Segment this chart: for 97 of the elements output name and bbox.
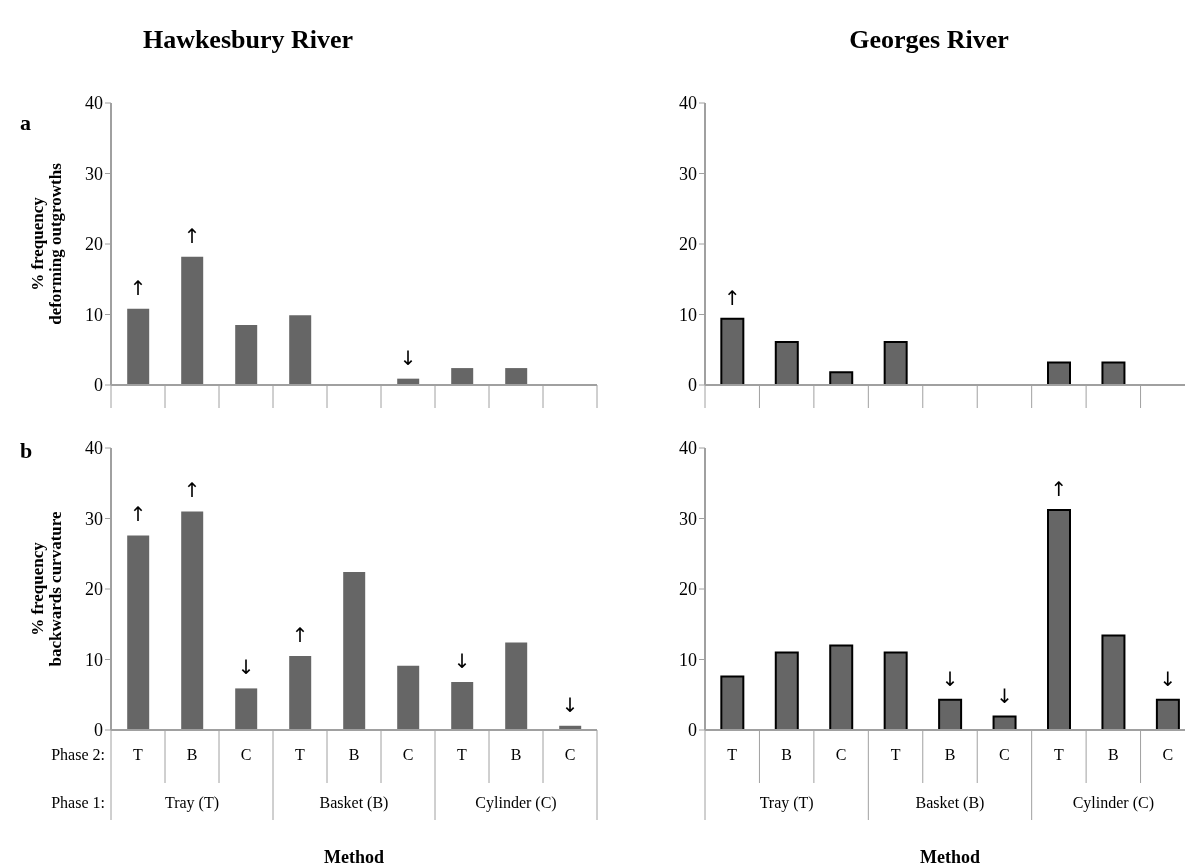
- data-label: ↓: [1159, 666, 1177, 691]
- y-tick-label: 30: [679, 163, 697, 184]
- data-label: ↑: [183, 478, 201, 503]
- x-axis-title: Method: [324, 847, 384, 863]
- bar: [829, 644, 854, 730]
- data-label: ↑: [129, 275, 147, 300]
- y-tick-label: 0: [688, 375, 697, 396]
- text: Phase 1:: [51, 794, 105, 811]
- x-tick-label: B: [1108, 746, 1119, 763]
- data-label: ↓: [399, 345, 417, 370]
- bar: [774, 651, 799, 730]
- y-tick-label: 20: [679, 579, 697, 600]
- x-tick-label: T: [727, 746, 738, 763]
- y-tick-label: 40: [679, 93, 697, 114]
- data-label: ↓: [561, 692, 579, 717]
- data-label: ↑: [723, 285, 741, 310]
- text: a: [20, 110, 31, 135]
- y-tick-label: 30: [679, 508, 697, 529]
- bar: [1155, 698, 1180, 730]
- bar: [1101, 634, 1126, 730]
- text: Tray (T): [164, 794, 220, 812]
- bar: [1047, 361, 1071, 385]
- y-tick-label: 20: [85, 234, 103, 255]
- x-tick-label: B: [186, 746, 198, 763]
- y-tick-label: 40: [679, 438, 697, 459]
- bar: [1047, 509, 1071, 730]
- y-tick-label: 20: [679, 234, 697, 255]
- bar: [235, 325, 258, 385]
- data-label: ↑: [129, 502, 147, 527]
- bar: [181, 256, 204, 385]
- data-label: ↓: [237, 655, 255, 680]
- bar: [883, 341, 908, 385]
- y-tick-label: 10: [679, 649, 697, 670]
- y-tick-label: 30: [85, 508, 103, 529]
- data-label: ↑: [183, 223, 201, 248]
- bar: [505, 642, 528, 730]
- bar: [774, 341, 799, 385]
- text: Basket (B): [319, 794, 389, 812]
- bar: [451, 368, 474, 385]
- y-axis-title: % frequency backwards curvature: [28, 511, 65, 667]
- text: b: [20, 438, 33, 463]
- x-axis-title: Method: [920, 847, 980, 863]
- bar: [451, 682, 474, 730]
- bar: [235, 688, 258, 730]
- y-tick-label: 10: [85, 304, 103, 325]
- bar: [127, 535, 150, 730]
- bar: [397, 665, 420, 730]
- text: Basket (B): [915, 794, 985, 812]
- y-tick-label: 0: [688, 720, 697, 741]
- x-tick-label: C: [240, 746, 252, 763]
- y-tick-label: 30: [85, 163, 103, 184]
- bar: [720, 317, 745, 385]
- text: Phase 2:: [51, 746, 105, 763]
- y-tick-label: 40: [85, 438, 103, 459]
- x-tick-label: B: [510, 746, 522, 763]
- x-tick-label: B: [944, 746, 956, 763]
- bar: [883, 651, 908, 730]
- bar: [505, 368, 528, 385]
- bar: [829, 371, 854, 385]
- bar: [289, 315, 312, 385]
- bar: [343, 572, 366, 730]
- x-tick-label: C: [564, 746, 576, 763]
- x-tick-label: T: [890, 746, 901, 763]
- bar: [289, 655, 312, 730]
- y-tick-label: 40: [85, 93, 103, 114]
- x-tick-label: C: [1162, 746, 1174, 763]
- data-label: ↑: [1050, 477, 1068, 502]
- bar: [1101, 361, 1126, 385]
- y-tick-label: 10: [679, 304, 697, 325]
- bar: [938, 698, 963, 730]
- x-tick-label: B: [348, 746, 360, 763]
- text: Cylinder (C): [475, 794, 557, 812]
- x-tick-label: C: [999, 746, 1010, 763]
- data-label: ↓: [996, 683, 1013, 708]
- bar: [992, 715, 1017, 730]
- y-tick-label: 20: [85, 579, 103, 600]
- x-tick-label: C: [402, 746, 414, 763]
- x-tick-label: C: [835, 746, 847, 763]
- y-axis-title: % frequency deforming outgrowths: [28, 162, 65, 325]
- x-tick-label: T: [133, 746, 144, 763]
- x-tick-label: T: [1054, 746, 1064, 763]
- y-tick-label: 0: [94, 375, 103, 396]
- x-tick-label: B: [781, 746, 792, 763]
- bar: [127, 308, 150, 385]
- x-tick-label: T: [457, 746, 468, 763]
- text: Cylinder (C): [1072, 794, 1154, 812]
- y-tick-label: 10: [85, 649, 103, 670]
- data-label: ↑: [291, 622, 309, 647]
- bar: [181, 511, 204, 730]
- chart-title: Georges River: [849, 25, 1009, 54]
- chart-title: Hawkesbury River: [142, 25, 354, 54]
- y-tick-label: 0: [94, 720, 103, 741]
- text: Tray (T): [759, 794, 814, 812]
- x-tick-label: T: [295, 746, 306, 763]
- data-label: ↓: [453, 649, 471, 674]
- bar: [720, 675, 745, 730]
- data-label: ↓: [941, 666, 959, 691]
